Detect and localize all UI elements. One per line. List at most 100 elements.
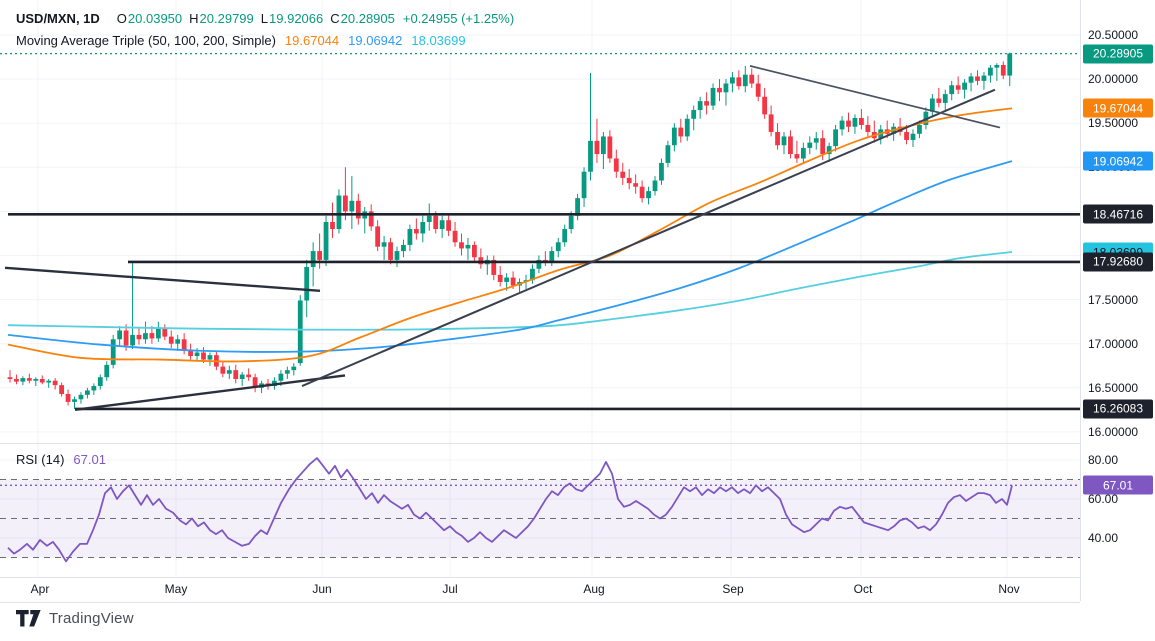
candle-body (762, 96, 768, 115)
candle-body (130, 334, 135, 346)
ohlc-values: O20.03950 H20.29799 L19.92066 C20.28905 (110, 11, 395, 26)
ohlc-key: O (116, 11, 127, 26)
candle-body (497, 274, 503, 282)
rsi-indicator-title: RSI (14) (16, 452, 65, 467)
candle-body (833, 129, 838, 147)
ohlc-key: H (189, 11, 199, 26)
candle-body (297, 300, 303, 364)
candle-body (194, 352, 200, 357)
candle-body (581, 171, 587, 199)
candle-body (226, 370, 232, 374)
candle-body (188, 350, 193, 357)
candle-body (607, 136, 613, 159)
major-uptrend-line[interactable] (301, 88, 996, 387)
candle-body (284, 370, 290, 374)
axis-tick-label: 40.00 (1088, 531, 1119, 545)
candle-body (85, 390, 90, 395)
candle-body (652, 180, 658, 192)
sma100-badge: 19.06942 (1083, 151, 1153, 171)
tradingview-logo[interactable]: TradingView (16, 610, 134, 627)
candle-body (162, 327, 168, 337)
candle-body (504, 277, 510, 282)
candle-body (852, 117, 858, 127)
candle-body (594, 140, 600, 155)
symbol-title[interactable]: USD/MXN, 1D (16, 11, 100, 26)
candle-body (401, 244, 406, 252)
candle-body (562, 229, 568, 243)
candle-body (865, 124, 871, 133)
candle-body (149, 333, 155, 339)
ohlc-value: 19.92066 (269, 11, 324, 26)
candle-body (472, 244, 477, 258)
price-axis[interactable]: 20.5000020.0000019.5000019.0000018.50000… (1080, 0, 1155, 601)
candle-body (388, 242, 393, 260)
candle-body (749, 74, 755, 84)
lower-range-trendline[interactable] (74, 374, 346, 412)
candle-body (949, 85, 955, 95)
ma-value: 18.03699 (411, 33, 466, 48)
candle-body (904, 132, 909, 140)
candle-body (723, 83, 729, 93)
month-label-apr: Apr (30, 582, 50, 596)
candle-body (233, 370, 239, 379)
candle-body (530, 268, 535, 281)
time-axis[interactable]: Apr May Jun Jul Aug Sep Oct Nov (0, 577, 1080, 603)
rsi-line[interactable] (7, 457, 1013, 563)
candle-body (252, 377, 258, 388)
september-downtrend-line[interactable] (749, 65, 1001, 129)
candle-body (52, 380, 58, 386)
level-badge-17927: 17.92680 (1083, 252, 1153, 272)
candle-body (955, 85, 961, 90)
candle-body (988, 67, 993, 76)
candle-body (697, 101, 703, 110)
symbol-legend-row[interactable]: USD/MXN, 1D O20.03950 H20.29799 L19.92066 C2… (16, 11, 514, 26)
candle-body (246, 374, 252, 378)
ohlc-key: C (330, 11, 340, 26)
candle-body (788, 136, 793, 155)
candle-body (155, 327, 161, 339)
level-badge-18467: 18.46716 (1083, 204, 1153, 224)
rsi-value-badge: 67.01 (1083, 475, 1153, 495)
candle-body (981, 75, 987, 81)
ma-value: 19.67044 (284, 33, 340, 48)
candle-body (110, 339, 116, 365)
candle-body (846, 120, 851, 127)
candle-body (136, 334, 142, 340)
sma200-line[interactable] (7, 251, 1013, 331)
last-price-badge: 20.28905 (1083, 44, 1153, 64)
candle-body (678, 127, 684, 137)
candle-body (181, 339, 187, 351)
candle-body (20, 378, 26, 382)
candle-body (239, 374, 245, 379)
candle-body (730, 77, 735, 84)
candle-body (446, 220, 451, 231)
candle-body (755, 83, 761, 97)
candle-body (381, 242, 387, 247)
chart-surface[interactable] (0, 0, 1080, 601)
axis-tick-label: 16.00000 (1088, 424, 1139, 439)
candle-body (575, 198, 580, 216)
month-label-may: May (164, 582, 188, 596)
upper-range-trendline[interactable] (4, 266, 321, 292)
ma-indicator-legend-row[interactable]: Moving Average Triple (50, 100, 200, Sim… (16, 33, 466, 48)
axis-tick-label: 17.00000 (1088, 336, 1139, 351)
candle-body (330, 221, 335, 230)
candle-body (775, 132, 780, 146)
sma50-line[interactable] (7, 107, 1013, 363)
candle-body (343, 195, 348, 212)
candle-body (639, 186, 645, 199)
candle-body (65, 393, 71, 402)
candle-body (671, 127, 677, 146)
candle-body (646, 191, 651, 199)
candle-body (807, 142, 813, 148)
candle-body (936, 98, 942, 103)
candle-body (355, 200, 361, 219)
rsi-indicator-legend-row[interactable]: RSI (14) 67.01 (16, 452, 106, 467)
candle-body (59, 385, 64, 394)
candle-body (601, 136, 606, 155)
candle-body (704, 101, 709, 106)
candle-body (97, 377, 103, 387)
candle-body (691, 109, 697, 119)
candle-body (613, 158, 619, 172)
